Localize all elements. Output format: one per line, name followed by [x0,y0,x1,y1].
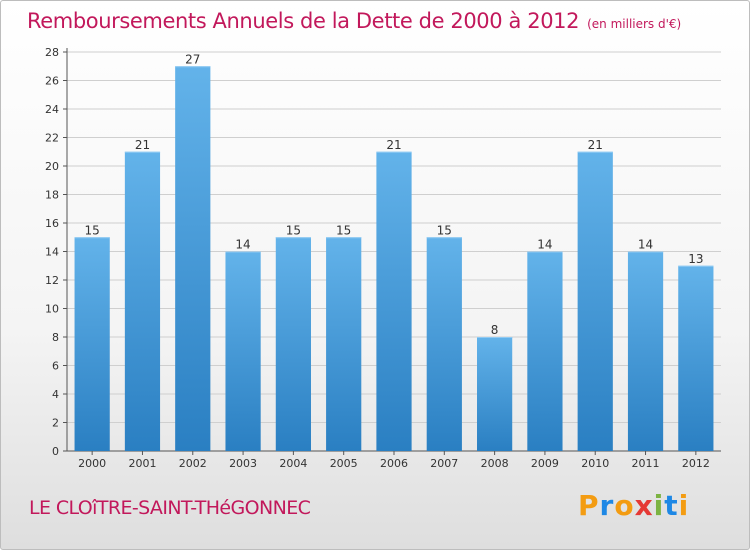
data-label-2011: 14 [638,238,653,252]
y-tick-label: 20 [45,160,59,173]
data-label-2008: 8 [491,323,499,337]
y-tick-label: 6 [52,360,59,373]
data-label-2002: 27 [185,52,200,66]
bar-2006 [376,151,412,451]
data-label-2012: 13 [688,252,703,266]
x-tick-label: 2012 [682,457,710,470]
data-label-2005: 15 [336,223,351,237]
data-label-2001: 21 [135,138,150,152]
data-label-2006: 21 [386,138,401,152]
bar-2000 [74,237,110,451]
x-tick-label: 2002 [179,457,207,470]
data-label-2000: 15 [85,223,100,237]
y-tick-label: 0 [52,445,59,458]
bar-2001 [124,151,161,451]
y-tick-label: 24 [45,103,59,116]
x-tick-label: 2000 [78,457,106,470]
x-tick-label: 2005 [330,457,358,470]
title-text: Remboursements Annuels de la Dette de 20… [27,9,580,33]
logo-letter: t [664,489,679,522]
bar-2009 [527,251,563,451]
x-tick-label: 2009 [531,457,559,470]
y-tick-label: 28 [45,46,59,59]
x-tick-label: 2003 [229,457,257,470]
data-label-2004: 15 [286,223,301,237]
x-tick-label: 2008 [481,457,509,470]
data-label-2009: 14 [537,238,552,252]
bars [74,66,714,451]
data-label-2007: 15 [437,223,452,237]
bar-2011 [627,251,664,451]
x-tick-label: 2004 [279,457,307,470]
logo-letter: P [578,489,600,522]
commune-name: LE CLOîTRE-SAINT-THéGONNEC [29,497,311,519]
y-tick-label: 12 [45,274,59,287]
x-tick-label: 2001 [128,457,156,470]
y-tick-label: 22 [45,132,59,145]
chart-title: Remboursements Annuels de la Dette de 20… [27,9,681,33]
logo-letter: r [599,489,615,522]
x-tick-label: 2006 [380,457,408,470]
y-tick-label: 2 [52,417,59,430]
unit-label: (en milliers d'€) [587,17,682,31]
y-tick-label: 8 [52,331,59,344]
bar-2007 [426,237,462,451]
bar-2004 [275,237,311,451]
bar-2010 [577,151,613,451]
y-tick-label: 14 [45,246,59,259]
bar-2002 [175,66,211,451]
y-tick-label: 10 [45,303,59,316]
bar-2008 [477,337,513,451]
data-label-2010: 21 [588,138,603,152]
data-label-2003: 14 [235,238,250,252]
logo-letter: x [634,489,654,522]
y-tick-label: 4 [52,388,59,401]
y-tick-label: 26 [45,75,59,88]
x-tick-label: 2007 [430,457,458,470]
bar-2005 [326,237,362,451]
labels: 0246810121416182022242628152000212001272… [45,46,710,470]
logo-letter: i [653,489,665,522]
logo-letter: o [614,489,635,522]
logo-letter: i [678,489,690,522]
x-tick-label: 2011 [632,457,660,470]
x-tick-label: 2010 [581,457,609,470]
y-tick-label: 18 [45,189,59,202]
bar-2003 [225,251,261,451]
y-tick-label: 16 [45,217,59,230]
bar-2012 [678,265,714,451]
proxiti-logo: Proxiti [578,489,689,522]
